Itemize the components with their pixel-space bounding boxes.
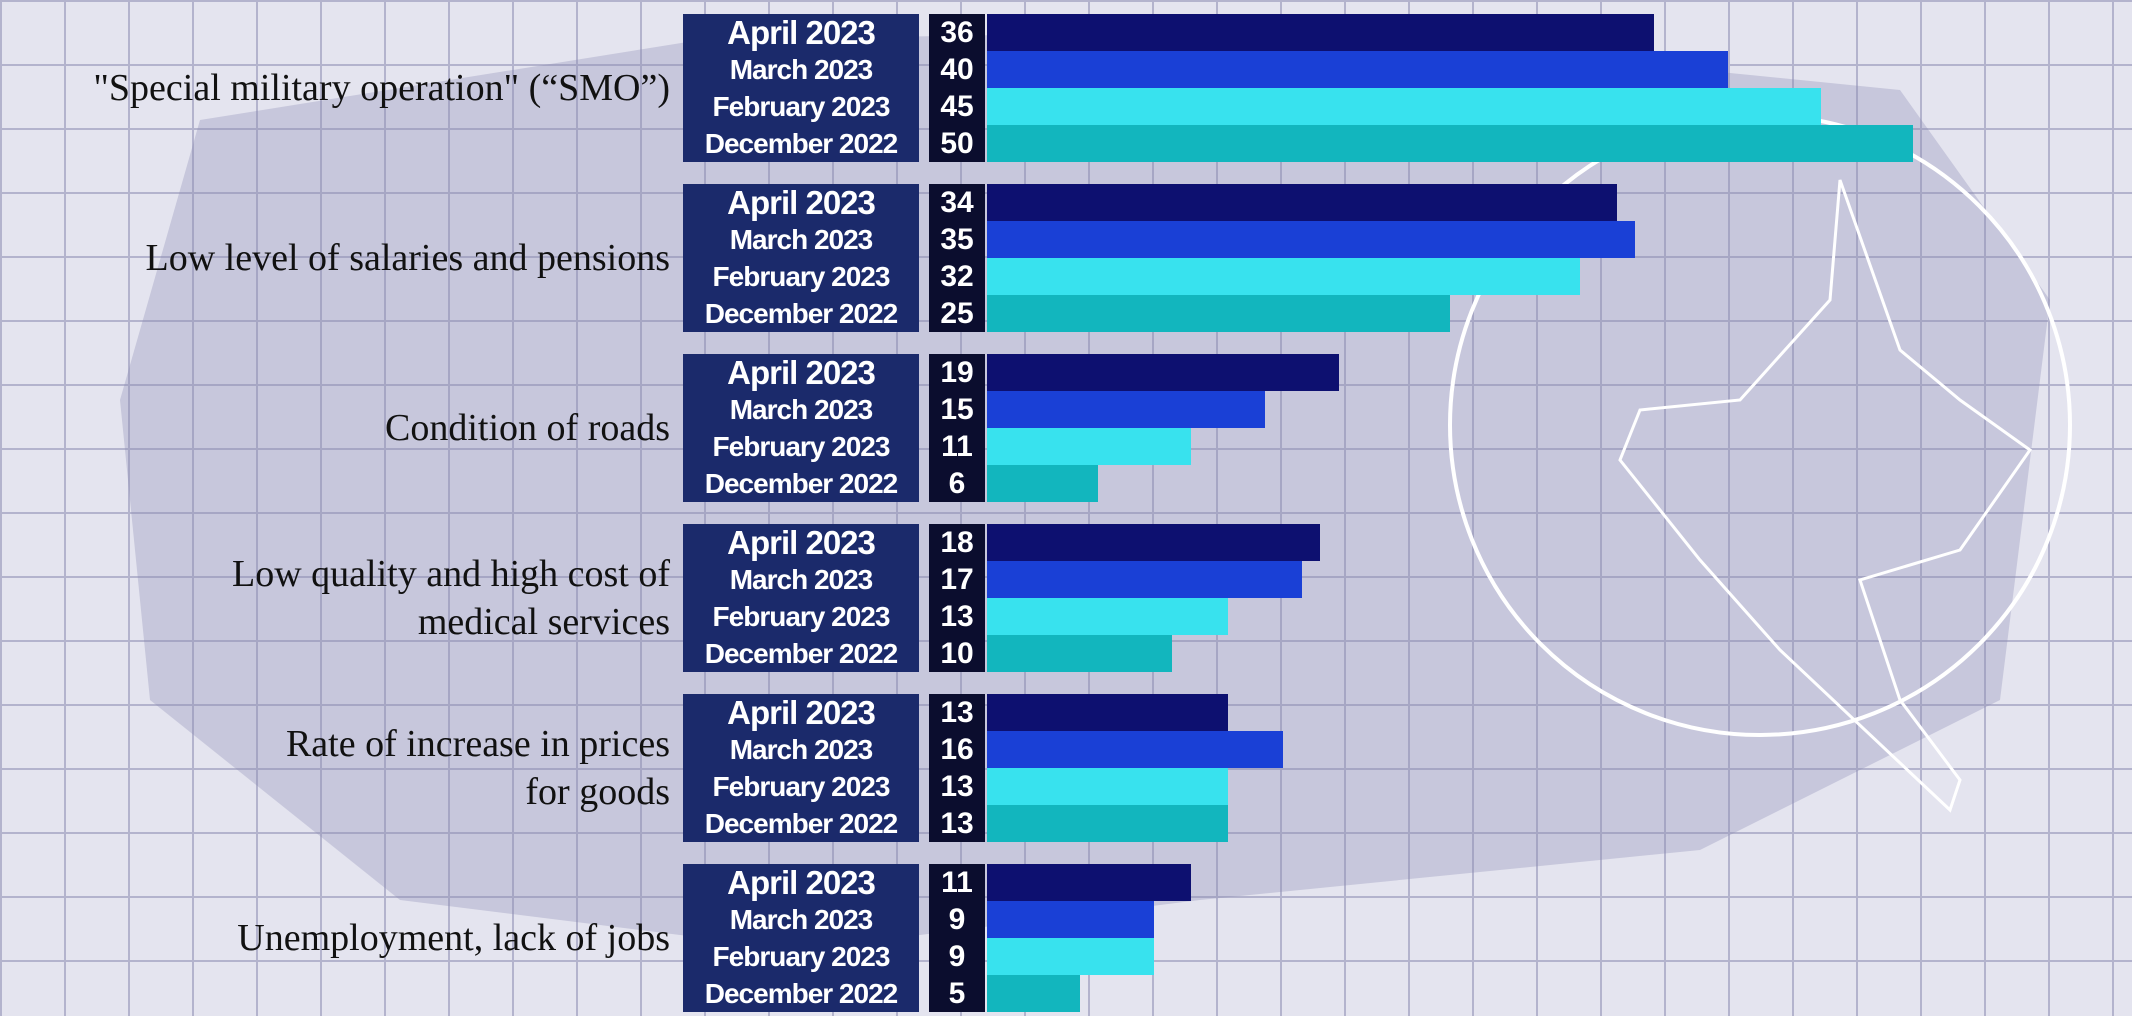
bar [987,635,1173,672]
bar [987,561,1302,598]
value-label: 35 [940,223,974,256]
series-label: April 2023 [727,524,876,561]
value-box [929,14,985,162]
name-box [683,184,919,332]
bar [987,14,1654,51]
value-label: 36 [940,16,974,49]
series-label: February 2023 [712,261,891,292]
value-label: 10 [940,637,974,670]
series-label: April 2023 [727,694,876,731]
series-label: March 2023 [729,394,874,425]
bar [987,524,1321,561]
name-box [683,694,919,842]
value-label: 5 [948,977,966,1010]
bar [987,901,1154,938]
series-label: March 2023 [729,224,874,255]
value-box [929,694,985,842]
name-box [683,354,919,502]
series-label: December 2022 [704,978,898,1009]
series-label: February 2023 [712,771,891,802]
value-label: 11 [941,866,973,899]
value-label: 32 [940,260,974,293]
bar [987,805,1228,842]
bar [987,295,1451,332]
value-label: 45 [940,90,974,123]
series-label: February 2023 [712,941,891,972]
series-label: December 2022 [704,468,898,499]
bar [987,731,1284,768]
value-label: 18 [940,526,974,559]
value-label: 17 [940,563,974,596]
series-label: April 2023 [727,14,876,51]
category-label: Condition of roads [385,407,670,449]
bar [987,975,1080,1012]
value-label: 25 [940,297,974,330]
name-box [683,14,919,162]
category-label: Rate of increase in prices for goods [285,723,670,813]
category-label: Low level of salaries and pensions [145,237,670,279]
value-label: 34 [940,186,974,219]
bar [987,598,1228,635]
value-box [929,354,985,502]
series-label: February 2023 [712,431,891,462]
value-label: 6 [948,467,966,500]
bar [987,258,1580,295]
bar [987,88,1821,125]
bar [987,694,1228,731]
value-label: 40 [940,53,974,86]
series-label: March 2023 [729,904,874,935]
value-label: 9 [948,903,966,936]
value-box [929,184,985,332]
category-label: "Special military operation" (“SMO”) [93,67,670,109]
bar [987,938,1154,975]
bar [987,768,1228,805]
value-label: 50 [940,127,974,160]
value-box [929,524,985,672]
series-label: December 2022 [704,808,898,839]
series-label: February 2023 [712,601,891,632]
category-label: Low quality and high cost of medical ser… [232,553,670,643]
value-label: 13 [940,696,974,729]
series-label: April 2023 [727,864,876,901]
bar [987,391,1265,428]
bar [987,51,1728,88]
value-label: 11 [941,430,973,463]
bar [987,465,1099,502]
series-label: March 2023 [729,564,874,595]
value-label: 13 [940,600,974,633]
value-label: 19 [940,356,974,389]
value-label: 16 [940,733,974,766]
name-box [683,864,919,1012]
bar [987,428,1191,465]
bar [987,864,1191,901]
value-label: 9 [948,940,966,973]
bar [987,354,1339,391]
bar [987,221,1636,258]
value-label: 13 [940,807,974,840]
series-label: February 2023 [712,91,891,122]
bar [987,125,1914,162]
series-label: December 2022 [704,638,898,669]
name-box [683,524,919,672]
series-label: April 2023 [727,354,876,391]
series-label: April 2023 [727,184,876,221]
value-box [929,864,985,1012]
bar [987,184,1617,221]
series-label: December 2022 [704,298,898,329]
value-label: 13 [940,770,974,803]
value-label: 15 [940,393,974,426]
category-label: Unemployment, lack of jobs [237,917,670,959]
series-label: March 2023 [729,734,874,765]
series-label: March 2023 [729,54,874,85]
series-label: December 2022 [704,128,898,159]
